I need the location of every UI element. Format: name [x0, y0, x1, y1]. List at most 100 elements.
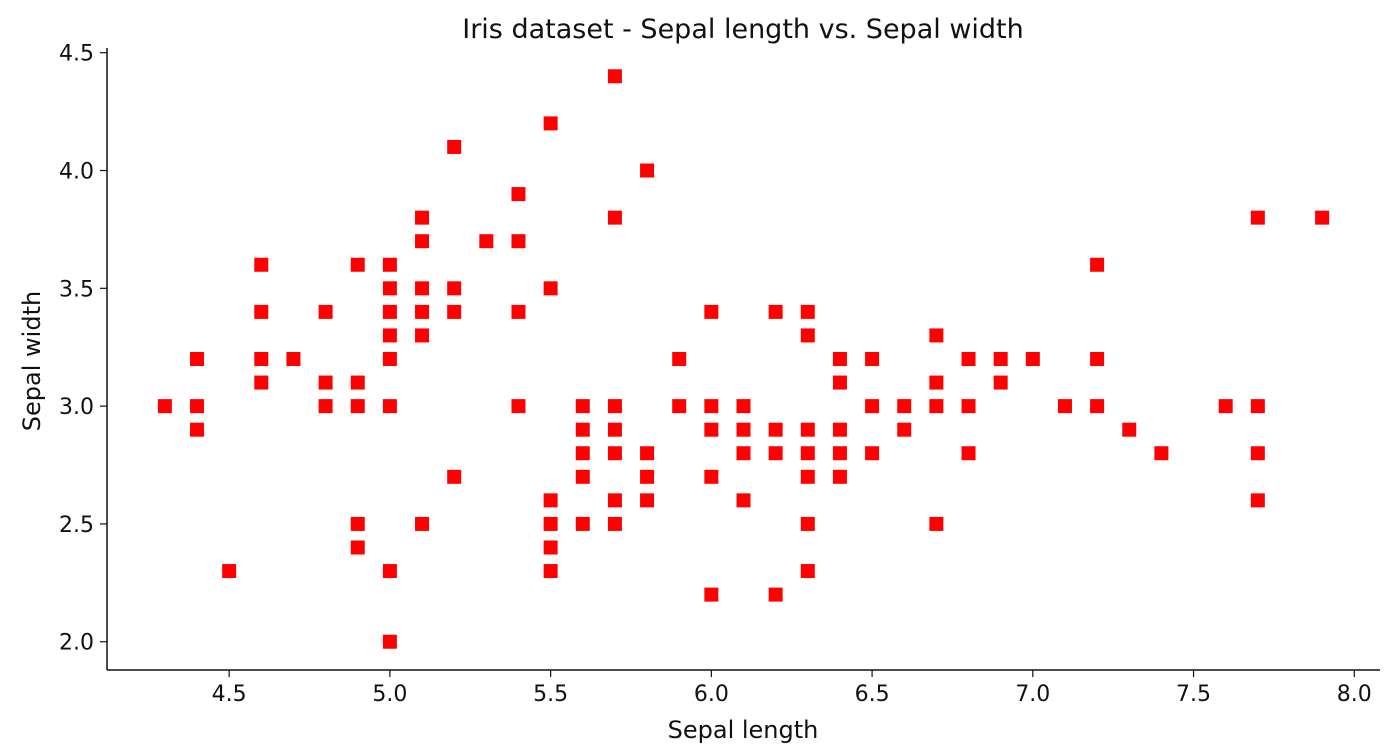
- scatter-point: [704, 469, 719, 484]
- scatter-point: [382, 281, 397, 296]
- scatter-point: [993, 375, 1008, 390]
- chart-title: Iris dataset - Sepal length vs. Sepal wi…: [462, 14, 1024, 45]
- scatter-point: [511, 304, 526, 319]
- scatter-point: [190, 399, 205, 414]
- scatter-point: [543, 516, 558, 531]
- scatter-point: [704, 304, 719, 319]
- scatter-point: [1250, 446, 1265, 461]
- scatter-point: [736, 446, 751, 461]
- scatter-point: [415, 281, 430, 296]
- scatter-point: [447, 281, 462, 296]
- x-tick-label: 6.0: [694, 682, 729, 707]
- y-axis-label: Sepal width: [18, 291, 46, 431]
- scatter-point: [736, 493, 751, 508]
- scatter-point: [832, 446, 847, 461]
- scatter-point: [607, 210, 622, 225]
- x-tick-label: 5.5: [533, 682, 568, 707]
- scatter-point: [768, 446, 783, 461]
- scatter-point: [1250, 493, 1265, 508]
- scatter-point: [415, 210, 430, 225]
- x-tick-label: 4.5: [212, 682, 247, 707]
- scatter-point: [640, 493, 655, 508]
- scatter-point: [832, 375, 847, 390]
- scatter-point: [865, 446, 880, 461]
- scatter-point: [382, 634, 397, 649]
- scatter-point: [1090, 257, 1105, 272]
- scatter-point: [897, 399, 912, 414]
- scatter-point: [800, 469, 815, 484]
- scatter-point: [993, 352, 1008, 366]
- y-tick-label: 4.0: [59, 160, 94, 185]
- scatter-point: [607, 516, 622, 531]
- scatter-point: [607, 399, 622, 414]
- scatter-point: [800, 516, 815, 531]
- scatter-point: [222, 564, 237, 579]
- scatter-point: [447, 304, 462, 319]
- scatter-point: [190, 352, 205, 366]
- scatter-point: [575, 446, 590, 461]
- y-tick-label: 3.0: [59, 395, 94, 420]
- scatter-point: [961, 352, 976, 366]
- x-axis-ticks: 4.5 5.0 5.5 6.0 6.5 7.0 7.5 8.0: [212, 670, 1372, 707]
- scatter-point: [929, 399, 944, 414]
- x-axis-label: Sepal length: [668, 716, 819, 744]
- scatter-point: [318, 375, 333, 390]
- x-tick-label: 7.0: [1015, 682, 1050, 707]
- scatter-point: [415, 328, 430, 343]
- scatter-point: [254, 352, 269, 366]
- scatter-point: [768, 304, 783, 319]
- scatter-point: [543, 564, 558, 579]
- scatter-point: [704, 422, 719, 437]
- scatter-point: [1154, 446, 1169, 461]
- scatter-point: [1090, 399, 1105, 414]
- scatter-point: [672, 352, 687, 366]
- scatter-point: [382, 564, 397, 579]
- scatter-point: [736, 399, 751, 414]
- scatter-point: [511, 234, 526, 249]
- scatter-point: [575, 469, 590, 484]
- scatter-point: [736, 422, 751, 437]
- y-axis-ticks: 2.0 2.5 3.0 3.5 4.0 4.5: [59, 42, 107, 656]
- scatter-point: [800, 328, 815, 343]
- scatter-point: [543, 116, 558, 131]
- scatter-point: [768, 422, 783, 437]
- scatter-point: [1250, 399, 1265, 414]
- scatter-point: [511, 187, 526, 202]
- scatter-point: [961, 446, 976, 461]
- x-tick-label: 8.0: [1337, 682, 1372, 707]
- scatter-point: [768, 587, 783, 602]
- points-layer: [157, 69, 1330, 649]
- scatter-point: [1315, 210, 1330, 225]
- x-tick-label: 5.0: [372, 682, 407, 707]
- scatter-point: [961, 399, 976, 414]
- scatter-point: [607, 422, 622, 437]
- scatter-point: [382, 352, 397, 366]
- scatter-point: [511, 399, 526, 414]
- y-tick-label: 2.5: [59, 513, 94, 538]
- scatter-point: [865, 399, 880, 414]
- scatter-point: [704, 399, 719, 414]
- scatter-point: [800, 422, 815, 437]
- scatter-point: [575, 422, 590, 437]
- scatter-point: [318, 304, 333, 319]
- scatter-point: [1057, 399, 1072, 414]
- scatter-point: [382, 328, 397, 343]
- scatter-point: [543, 281, 558, 296]
- scatter-point: [704, 587, 719, 602]
- scatter-point: [1090, 352, 1105, 366]
- scatter-point: [607, 493, 622, 508]
- scatter-point: [1250, 210, 1265, 225]
- scatter-point: [254, 375, 269, 390]
- scatter-point: [575, 516, 590, 531]
- scatter-point: [1218, 399, 1233, 414]
- scatter-point: [897, 422, 912, 437]
- scatter-point: [640, 446, 655, 461]
- scatter-point: [190, 422, 205, 437]
- scatter-point: [479, 234, 494, 249]
- scatter-point: [865, 352, 880, 366]
- y-tick-label: 4.5: [59, 42, 94, 67]
- scatter-point: [382, 257, 397, 272]
- scatter-point: [575, 399, 590, 414]
- scatter-point: [800, 446, 815, 461]
